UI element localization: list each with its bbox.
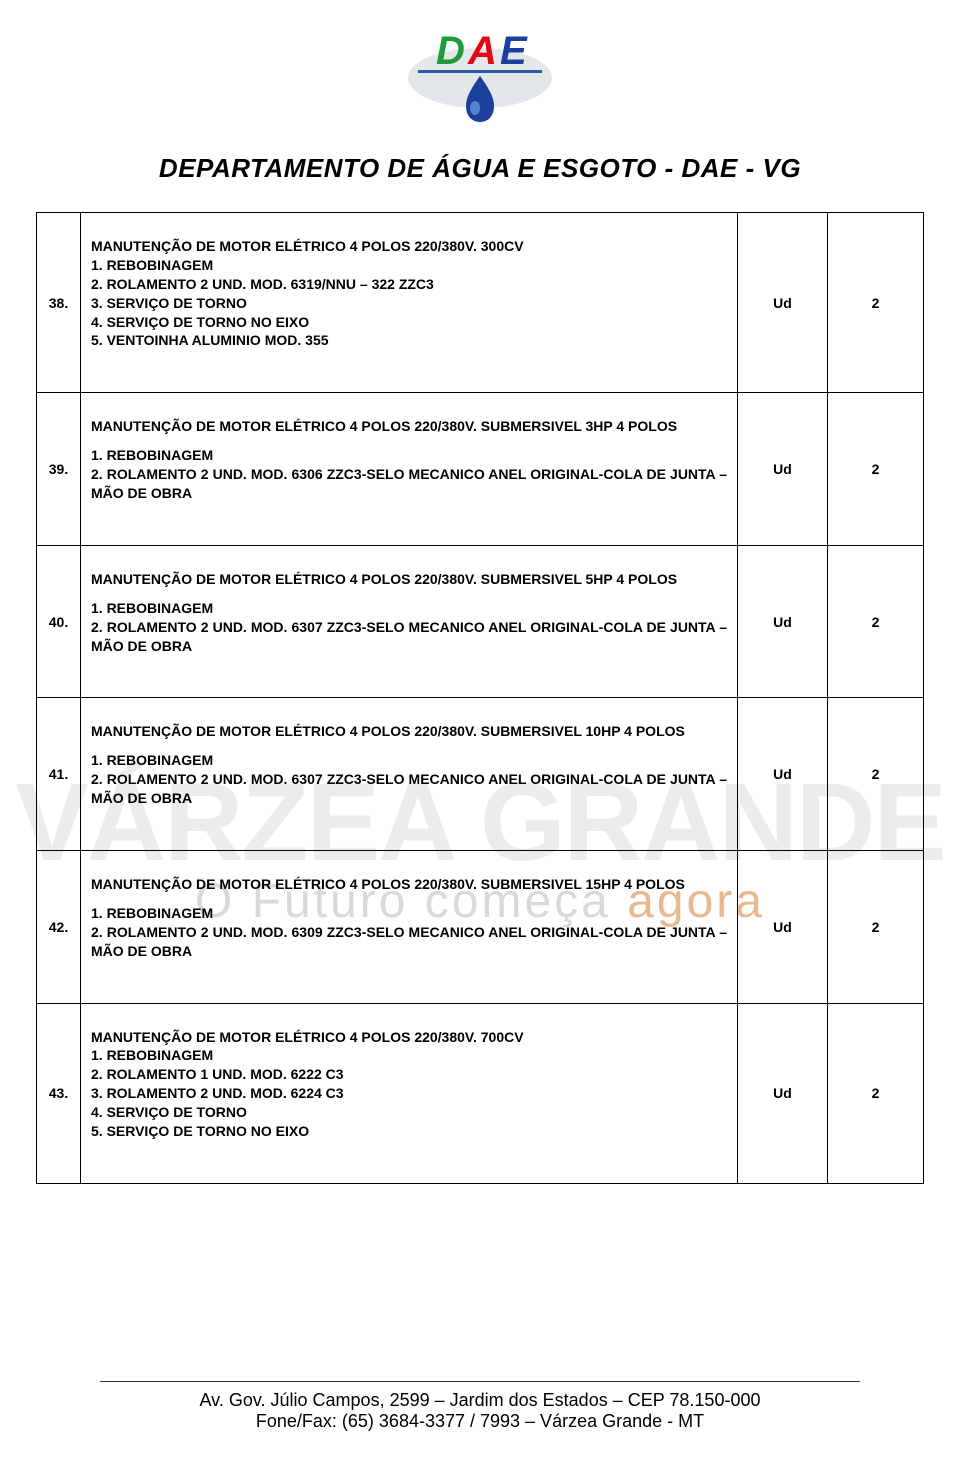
desc-body: 1. REBOBINAGEM 2. ROLAMENTO 2 UND. MOD. … [91, 446, 727, 503]
table-row: 42. MANUTENÇÃO DE MOTOR ELÉTRICO 4 POLOS… [37, 851, 924, 1004]
dae-logo: D A E [400, 20, 560, 135]
desc-body: 1. REBOBINAGEM 2. ROLAMENTO 2 UND. MOD. … [91, 751, 727, 808]
desc-title: MANUTENÇÃO DE MOTOR ELÉTRICO 4 POLOS 220… [91, 570, 727, 589]
items-table: 38. MANUTENÇÃO DE MOTOR ELÉTRICO 4 POLOS… [36, 212, 924, 1184]
row-description: MANUTENÇÃO DE MOTOR ELÉTRICO 4 POLOS 220… [81, 213, 738, 393]
desc-text: MANUTENÇÃO DE MOTOR ELÉTRICO 4 POLOS 220… [91, 1028, 727, 1141]
svg-text:E: E [500, 29, 528, 73]
row-description: MANUTENÇÃO DE MOTOR ELÉTRICO 4 POLOS 220… [81, 545, 738, 698]
desc-body: 1. REBOBINAGEM 2. ROLAMENTO 2 UND. MOD. … [91, 599, 727, 656]
desc-title: MANUTENÇÃO DE MOTOR ELÉTRICO 4 POLOS 220… [91, 875, 727, 894]
desc-title: MANUTENÇÃO DE MOTOR ELÉTRICO 4 POLOS 220… [91, 417, 727, 436]
row-qty: 2 [828, 698, 924, 851]
footer-line-2: Fone/Fax: (65) 3684-3377 / 7993 – Várzea… [0, 1411, 960, 1432]
desc-title: MANUTENÇÃO DE MOTOR ELÉTRICO 4 POLOS 220… [91, 722, 727, 741]
row-number: 38. [37, 213, 81, 393]
row-description: MANUTENÇÃO DE MOTOR ELÉTRICO 4 POLOS 220… [81, 1003, 738, 1183]
row-description: MANUTENÇÃO DE MOTOR ELÉTRICO 4 POLOS 220… [81, 393, 738, 546]
row-unit: Ud [738, 213, 828, 393]
row-qty: 2 [828, 1003, 924, 1183]
row-qty: 2 [828, 545, 924, 698]
row-description: MANUTENÇÃO DE MOTOR ELÉTRICO 4 POLOS 220… [81, 851, 738, 1004]
page-footer: Av. Gov. Júlio Campos, 2599 – Jardim dos… [0, 1381, 960, 1432]
table-row: 39. MANUTENÇÃO DE MOTOR ELÉTRICO 4 POLOS… [37, 393, 924, 546]
table-row: 38. MANUTENÇÃO DE MOTOR ELÉTRICO 4 POLOS… [37, 213, 924, 393]
row-qty: 2 [828, 393, 924, 546]
table-row: 40. MANUTENÇÃO DE MOTOR ELÉTRICO 4 POLOS… [37, 545, 924, 698]
footer-divider [100, 1381, 860, 1382]
page-content: D A E DEPARTAMENTO DE ÁGUA E ESGOTO - DA… [0, 0, 960, 1184]
table-row: 41. MANUTENÇÃO DE MOTOR ELÉTRICO 4 POLOS… [37, 698, 924, 851]
department-title: DEPARTAMENTO DE ÁGUA E ESGOTO - DAE - VG [36, 153, 924, 184]
row-number: 41. [37, 698, 81, 851]
desc-text: MANUTENÇÃO DE MOTOR ELÉTRICO 4 POLOS 220… [91, 237, 727, 350]
row-unit: Ud [738, 698, 828, 851]
row-qty: 2 [828, 213, 924, 393]
row-description: MANUTENÇÃO DE MOTOR ELÉTRICO 4 POLOS 220… [81, 698, 738, 851]
row-qty: 2 [828, 851, 924, 1004]
row-number: 40. [37, 545, 81, 698]
page-header: D A E DEPARTAMENTO DE ÁGUA E ESGOTO - DA… [36, 20, 924, 184]
row-unit: Ud [738, 1003, 828, 1183]
desc-body: 1. REBOBINAGEM 2. ROLAMENTO 2 UND. MOD. … [91, 904, 727, 961]
svg-text:A: A [467, 29, 497, 73]
row-unit: Ud [738, 393, 828, 546]
footer-line-1: Av. Gov. Júlio Campos, 2599 – Jardim dos… [0, 1390, 960, 1411]
row-number: 43. [37, 1003, 81, 1183]
row-number: 39. [37, 393, 81, 546]
row-number: 42. [37, 851, 81, 1004]
table-row: 43. MANUTENÇÃO DE MOTOR ELÉTRICO 4 POLOS… [37, 1003, 924, 1183]
row-unit: Ud [738, 851, 828, 1004]
svg-text:D: D [436, 29, 465, 73]
row-unit: Ud [738, 545, 828, 698]
